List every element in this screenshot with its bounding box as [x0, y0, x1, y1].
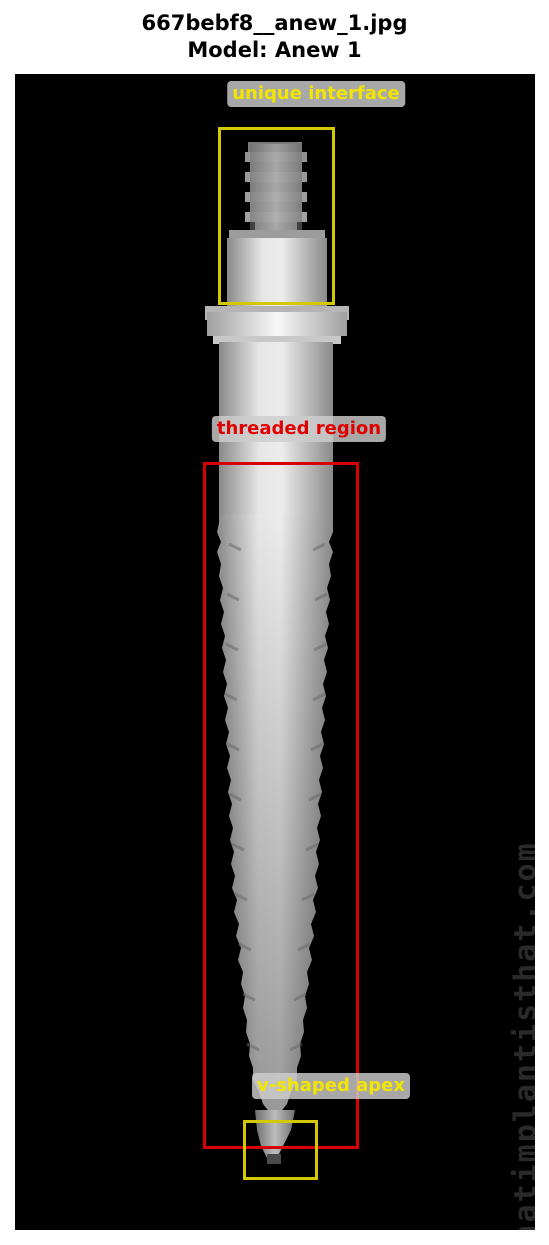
watermark: whatimplantisthat.com — [508, 841, 536, 1230]
interface-shoulder — [227, 230, 327, 306]
filename-title: 667bebf8__anew_1.jpg — [141, 11, 408, 35]
threaded-region-box — [203, 462, 359, 1149]
xray-image-panel: whatimplantisthat.com — [15, 74, 535, 1230]
implant-xray-drawing — [205, 142, 349, 1164]
implant-threaded-body — [217, 514, 333, 1114]
model-title: Model: Anew 1 — [187, 38, 362, 62]
interface-knob — [245, 142, 307, 232]
threaded-region-label: threaded region — [211, 416, 387, 442]
implant-collar — [205, 306, 349, 344]
v-shaped-apex-label: v-shaped apex — [252, 1073, 410, 1099]
v-shaped-apex-box — [243, 1120, 318, 1180]
figure-title: 667bebf8__anew_1.jpg Model: Anew 1 — [0, 10, 549, 64]
unique-interface-box — [218, 127, 335, 305]
unique-interface-label: unique interface — [227, 81, 405, 107]
